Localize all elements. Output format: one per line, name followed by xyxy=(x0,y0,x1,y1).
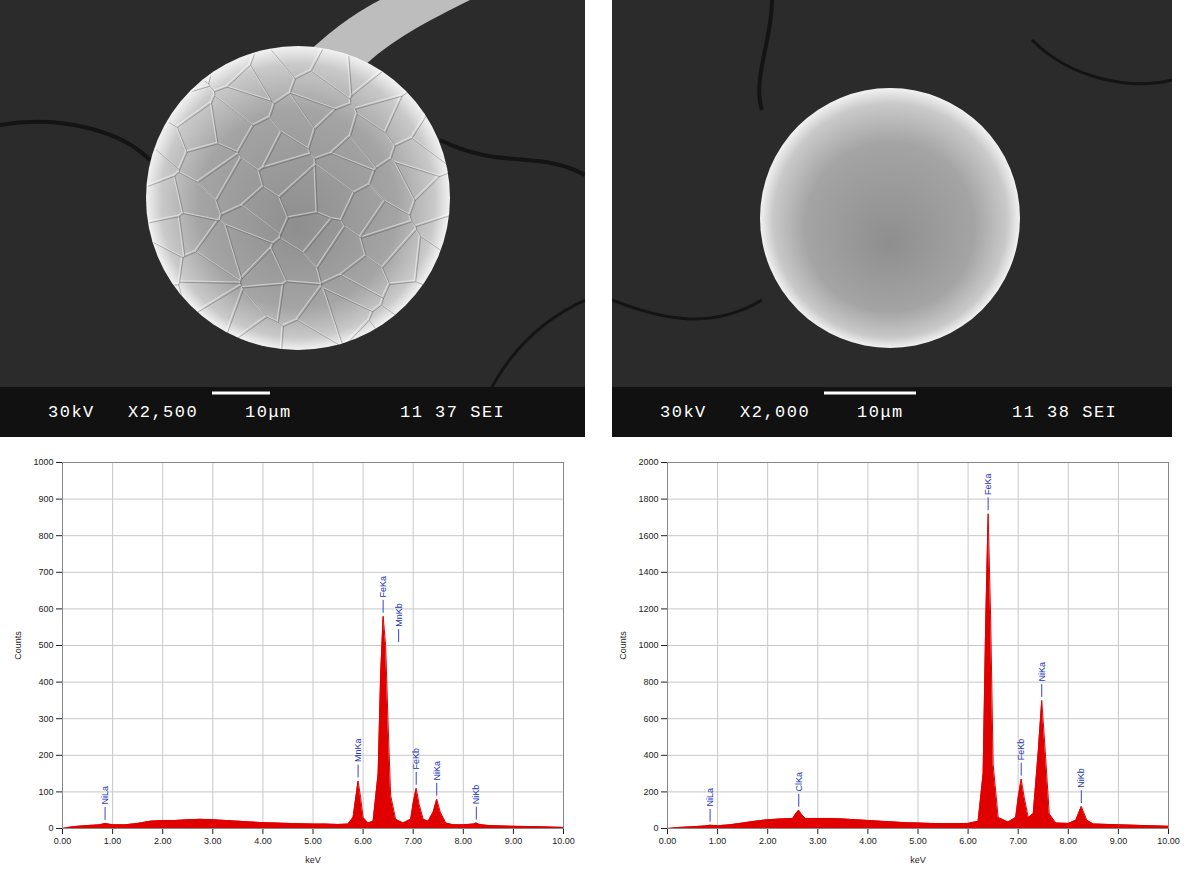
svg-text:1000: 1000 xyxy=(33,457,53,467)
svg-text:Counts: Counts xyxy=(13,631,23,660)
svg-text:NiLa: NiLa xyxy=(705,788,715,807)
svg-text:NiLa: NiLa xyxy=(100,786,110,805)
svg-text:8.00: 8.00 xyxy=(455,836,473,846)
svg-text:7.00: 7.00 xyxy=(1009,836,1027,846)
svg-text:600: 600 xyxy=(38,604,53,614)
svg-text:FeKa: FeKa xyxy=(983,473,993,495)
svg-text:300: 300 xyxy=(38,714,53,724)
svg-text:10μm: 10μm xyxy=(857,403,904,422)
svg-text:11 38 SEI: 11 38 SEI xyxy=(1012,403,1117,422)
svg-text:0: 0 xyxy=(48,823,53,833)
svg-text:900: 900 xyxy=(38,494,53,504)
svg-text:700: 700 xyxy=(38,567,53,577)
svg-text:0: 0 xyxy=(653,823,658,833)
svg-text:NiKb: NiKb xyxy=(471,785,481,805)
svg-text:3.00: 3.00 xyxy=(809,836,827,846)
svg-text:400: 400 xyxy=(643,750,658,760)
svg-text:1400: 1400 xyxy=(638,567,658,577)
svg-text:4.00: 4.00 xyxy=(254,836,272,846)
svg-text:1.00: 1.00 xyxy=(104,836,122,846)
svg-text:NiKb: NiKb xyxy=(1076,768,1086,788)
svg-text:X2,000: X2,000 xyxy=(740,403,810,422)
svg-text:3.00: 3.00 xyxy=(204,836,222,846)
svg-text:keV: keV xyxy=(305,855,321,865)
svg-text:4.00: 4.00 xyxy=(859,836,877,846)
svg-text:2000: 2000 xyxy=(638,457,658,467)
svg-text:11 37 SEI: 11 37 SEI xyxy=(400,403,505,422)
svg-text:FeKa: FeKa xyxy=(378,576,388,598)
svg-text:8.00: 8.00 xyxy=(1060,836,1078,846)
svg-text:2.00: 2.00 xyxy=(759,836,777,846)
svg-text:9.00: 9.00 xyxy=(1110,836,1128,846)
svg-text:200: 200 xyxy=(38,750,53,760)
svg-text:keV: keV xyxy=(910,855,926,865)
svg-text:800: 800 xyxy=(643,677,658,687)
svg-text:Counts: Counts xyxy=(618,631,628,660)
svg-text:500: 500 xyxy=(38,640,53,650)
svg-text:1600: 1600 xyxy=(638,531,658,541)
svg-text:ClKa: ClKa xyxy=(794,772,804,792)
svg-text:200: 200 xyxy=(643,787,658,797)
svg-text:10.00: 10.00 xyxy=(552,836,575,846)
svg-text:MnKa: MnKa xyxy=(353,739,363,763)
svg-text:600: 600 xyxy=(643,714,658,724)
svg-text:NiKa: NiKa xyxy=(1037,662,1047,682)
svg-text:2.00: 2.00 xyxy=(154,836,172,846)
svg-text:1200: 1200 xyxy=(638,604,658,614)
svg-text:6.00: 6.00 xyxy=(354,836,372,846)
svg-text:MnKb: MnKb xyxy=(394,603,404,627)
svg-text:400: 400 xyxy=(38,677,53,687)
svg-text:1800: 1800 xyxy=(638,494,658,504)
svg-text:NiKa: NiKa xyxy=(432,761,442,781)
svg-text:0.00: 0.00 xyxy=(54,836,72,846)
svg-text:10μm: 10μm xyxy=(245,403,292,422)
svg-text:5.00: 5.00 xyxy=(909,836,927,846)
svg-text:FeKb: FeKb xyxy=(411,748,421,770)
svg-text:0.00: 0.00 xyxy=(659,836,677,846)
svg-text:800: 800 xyxy=(38,531,53,541)
svg-text:100: 100 xyxy=(38,787,53,797)
svg-text:10.00: 10.00 xyxy=(1157,836,1180,846)
svg-text:7.00: 7.00 xyxy=(404,836,422,846)
svg-text:30kV: 30kV xyxy=(48,403,95,422)
svg-text:6.00: 6.00 xyxy=(959,836,977,846)
svg-text:1.00: 1.00 xyxy=(709,836,727,846)
svg-text:9.00: 9.00 xyxy=(505,836,523,846)
svg-text:FeKb: FeKb xyxy=(1016,739,1026,761)
svg-text:30kV: 30kV xyxy=(660,403,707,422)
svg-text:5.00: 5.00 xyxy=(304,836,322,846)
svg-text:X2,500: X2,500 xyxy=(128,403,198,422)
svg-text:1000: 1000 xyxy=(638,640,658,650)
